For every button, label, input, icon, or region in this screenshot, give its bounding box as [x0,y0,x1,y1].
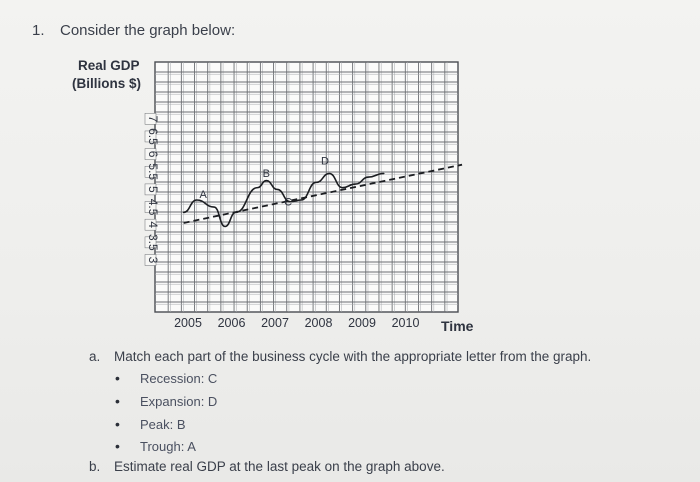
y-tick-box [144,113,157,125]
bullet-2: • [115,393,120,409]
y-tick-label: 7 [146,115,160,122]
answer-item: Recession: C [140,371,218,386]
question-number: 1. [32,22,45,39]
part-a-label: a. [89,349,101,364]
y-tick-label: 5.5 [146,163,160,180]
part-b-label: b. [89,459,101,474]
y-tick-box [144,201,157,213]
bullet-4: • [115,438,120,454]
y-tick-label: 3.5 [146,234,160,251]
bullet-3: • [115,416,120,432]
y-tick-label: 3 [146,257,160,264]
answer-item: Expansion: D [140,394,218,409]
point-label-b: B [263,168,270,180]
trend-series-line [183,163,463,224]
x-axis-label: Time [441,318,474,334]
y-tick-label: 5 [146,186,160,193]
x-tick-label: 2008 [305,316,333,330]
y-tick-box [144,183,157,196]
point-label-c: C [284,196,292,208]
point-label-a: A [200,189,208,201]
part-b-text: Estimate real GDP at the last peak on th… [114,459,445,474]
part-a-text: Match each part of the business cycle wi… [114,349,592,364]
y-tick-box [144,236,157,249]
y-tick-label: 6.5 [146,128,160,145]
y-axis-label-line2: (Billions $) [72,76,142,91]
gdp-chart: 7 6.5 6 5.5 5 4.5 4 3.5 3 2005 2006 2007 2008 2009 20… [144,61,463,330]
y-tick-label: 4.5 [146,199,160,216]
y-axis-label-line1: Real GDP [78,58,140,73]
x-tick-label: 2010 [392,316,420,330]
y-tick-label: 6 [146,151,160,158]
point-label-d: D [321,156,329,168]
plot-area [154,61,459,313]
gdp-series-line [182,172,385,228]
y-tick-box [144,130,157,143]
y-tick-label: 4 [146,221,160,228]
y-tick-box [144,148,157,160]
x-tick-label: 2005 [174,316,202,330]
question-prompt: Consider the graph below: [60,22,236,39]
answer-item: Peak: B [140,417,186,432]
x-tick-label: 2007 [261,316,289,330]
answer-item: Trough: A [140,439,196,454]
x-tick-label: 2009 [348,316,376,330]
bullet-1: • [115,370,120,386]
y-tick-box [144,254,157,266]
x-tick-label: 2006 [218,316,246,330]
y-tick-box [144,218,157,231]
y-tick-box [144,166,157,178]
